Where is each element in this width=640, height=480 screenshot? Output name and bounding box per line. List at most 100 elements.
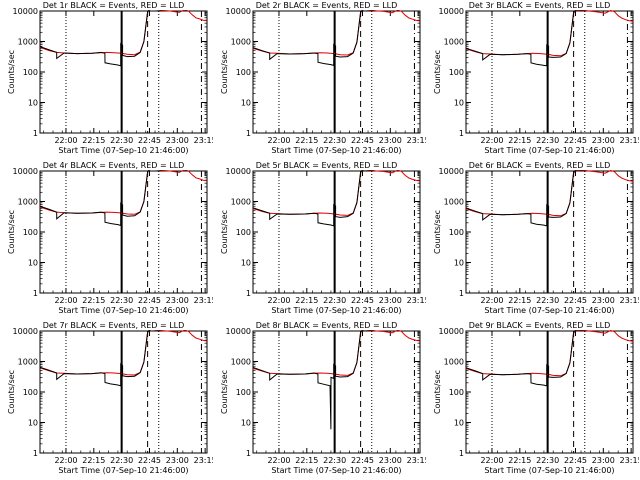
x-axis-label: Start Time (07-Sep-10 21:46:00)	[58, 466, 188, 475]
y-tick-label: 10000	[439, 327, 464, 336]
plot-frame	[39, 330, 208, 454]
plot-svg: Det 9r BLACK = Events, RED = LLD 1 10 100 10…	[433, 321, 639, 475]
series-line-lld	[466, 330, 633, 377]
detector-panel: Det 4r BLACK = Events, RED = LLD 1 10 100 10…	[0, 160, 213, 320]
y-axis-label: Counts/sec	[433, 370, 442, 414]
y-axis-label: Counts/sec	[433, 50, 442, 94]
x-tick-label: 22:45	[138, 136, 161, 145]
series-line-lld	[253, 10, 420, 56]
series-line-events	[253, 330, 363, 430]
x-tick-label: 22:00	[54, 136, 77, 145]
detector-panel: Det 7r BLACK = Events, RED = LLD 1 10 100 10…	[0, 320, 213, 480]
y-axis-label: Counts/sec	[220, 370, 229, 414]
panel-title: Det 7r BLACK = Events, RED = LLD	[43, 321, 185, 330]
y-tick-label: 10	[454, 99, 464, 108]
x-tick-label: 22:45	[564, 296, 587, 305]
y-tick-label: 100	[23, 228, 38, 237]
x-tick-label: 22:15	[82, 296, 105, 305]
plot-svg: Det 2r BLACK = Events, RED = LLD 1 10 100 10…	[220, 1, 426, 155]
y-tick-label: 10	[454, 259, 464, 268]
y-tick-label: 10000	[13, 167, 38, 176]
y-tick-label: 1000	[231, 198, 251, 207]
y-axis-label: Counts/sec	[7, 370, 16, 414]
plot-frame	[252, 170, 421, 294]
panel-title: Det 6r BLACK = Events, RED = LLD	[469, 161, 611, 170]
y-axis-label: Counts/sec	[7, 50, 16, 94]
x-tick-label: 22:00	[480, 136, 503, 145]
detector-panel: Det 1r BLACK = Events, RED = LLD 1 10 100 10…	[0, 0, 213, 160]
y-tick-label: 100	[23, 388, 38, 397]
y-tick-label: 1	[246, 289, 251, 298]
plot-frame	[39, 170, 208, 294]
x-tick-label: 22:30	[110, 136, 133, 145]
x-tick-label: 23:15	[194, 296, 213, 305]
x-tick-label: 22:15	[295, 456, 318, 465]
x-tick-label: 23:15	[620, 136, 639, 145]
y-tick-label: 10	[241, 259, 251, 268]
series-line-lld	[253, 170, 420, 216]
x-tick-label: 22:15	[82, 136, 105, 145]
x-tick-label: 22:30	[323, 136, 346, 145]
x-tick-label: 22:45	[351, 456, 374, 465]
plot-svg: Det 6r BLACK = Events, RED = LLD 1 10 100 10…	[433, 161, 639, 315]
y-tick-label: 1000	[444, 38, 464, 47]
y-axis-label: Counts/sec	[220, 50, 229, 94]
plot-svg: Det 3r BLACK = Events, RED = LLD 1 10 100 10…	[433, 1, 639, 155]
panel-title: Det 3r BLACK = Events, RED = LLD	[469, 1, 611, 10]
x-tick-label: 22:30	[110, 456, 133, 465]
x-axis-label: Start Time (07-Sep-10 21:46:00)	[484, 466, 614, 475]
y-tick-label: 1	[246, 129, 251, 138]
y-tick-label: 10000	[439, 7, 464, 16]
y-tick-label: 1000	[444, 198, 464, 207]
detector-panel: Det 3r BLACK = Events, RED = LLD 1 10 100 10…	[426, 0, 639, 160]
series-line-events	[40, 10, 150, 67]
x-axis-label: Start Time (07-Sep-10 21:46:00)	[58, 306, 188, 315]
y-tick-label: 10	[28, 259, 38, 268]
detector-panel: Det 9r BLACK = Events, RED = LLD 1 10 100 10…	[426, 320, 639, 480]
x-tick-label: 22:00	[267, 456, 290, 465]
plot-svg: Det 4r BLACK = Events, RED = LLD 1 10 100 10…	[7, 161, 213, 315]
y-tick-label: 1000	[18, 358, 38, 367]
x-axis-label: Start Time (07-Sep-10 21:46:00)	[58, 146, 188, 155]
y-tick-label: 100	[236, 228, 251, 237]
plot-frame	[252, 330, 421, 454]
x-tick-label: 23:15	[407, 136, 426, 145]
x-tick-label: 22:45	[351, 136, 374, 145]
plot-svg: Det 5r BLACK = Events, RED = LLD 1 10 100 10…	[220, 161, 426, 315]
x-tick-label: 22:00	[267, 136, 290, 145]
x-tick-label: 22:45	[351, 296, 374, 305]
x-tick-label: 23:00	[379, 456, 402, 465]
x-tick-label: 22:30	[323, 456, 346, 465]
y-tick-label: 100	[236, 388, 251, 397]
x-tick-label: 22:15	[508, 296, 531, 305]
y-tick-label: 100	[449, 388, 464, 397]
x-tick-label: 22:15	[508, 136, 531, 145]
x-tick-label: 23:15	[194, 456, 213, 465]
x-axis-label: Start Time (07-Sep-10 21:46:00)	[484, 146, 614, 155]
plot-frame	[39, 10, 208, 134]
plot-frame	[465, 10, 634, 134]
x-tick-label: 23:00	[166, 456, 189, 465]
y-tick-label: 10000	[226, 167, 251, 176]
series-line-lld	[466, 170, 633, 217]
x-tick-label: 22:15	[82, 456, 105, 465]
series-line-events	[466, 330, 576, 387]
detector-panel: Det 8r BLACK = Events, RED = LLD 1 10 100 10…	[213, 320, 426, 480]
y-axis-label: Counts/sec	[7, 210, 16, 254]
panel-title: Det 2r BLACK = Events, RED = LLD	[256, 1, 398, 10]
x-tick-label: 22:00	[54, 456, 77, 465]
x-tick-label: 23:00	[166, 136, 189, 145]
x-axis-label: Start Time (07-Sep-10 21:46:00)	[271, 306, 401, 315]
series-line-lld	[466, 10, 633, 57]
y-tick-label: 100	[23, 68, 38, 77]
y-tick-label: 10	[28, 419, 38, 428]
x-tick-label: 23:00	[592, 136, 615, 145]
x-tick-label: 22:15	[295, 136, 318, 145]
y-tick-label: 1000	[231, 358, 251, 367]
series-line-events	[40, 170, 150, 227]
x-axis-label: Start Time (07-Sep-10 21:46:00)	[484, 306, 614, 315]
series-line-events	[466, 170, 576, 227]
x-tick-label: 23:00	[592, 296, 615, 305]
series-line-lld	[253, 330, 420, 376]
